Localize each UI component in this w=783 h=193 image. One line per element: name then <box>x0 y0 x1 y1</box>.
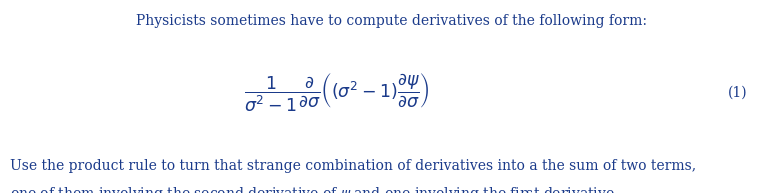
Text: (1): (1) <box>728 86 748 100</box>
Text: Use the product rule to turn that strange combination of derivatives into a the : Use the product rule to turn that strang… <box>10 159 696 173</box>
Text: one of them involving the second derivative of $\psi$ and one involving the firs: one of them involving the second derivat… <box>10 185 619 193</box>
Text: $\dfrac{1}{\sigma^2 - 1}\dfrac{\partial}{\partial\sigma}\left((\sigma^2 - 1)\dfr: $\dfrac{1}{\sigma^2 - 1}\dfrac{\partial}… <box>244 72 430 114</box>
Text: Physicists sometimes have to compute derivatives of the following form:: Physicists sometimes have to compute der… <box>136 14 647 28</box>
